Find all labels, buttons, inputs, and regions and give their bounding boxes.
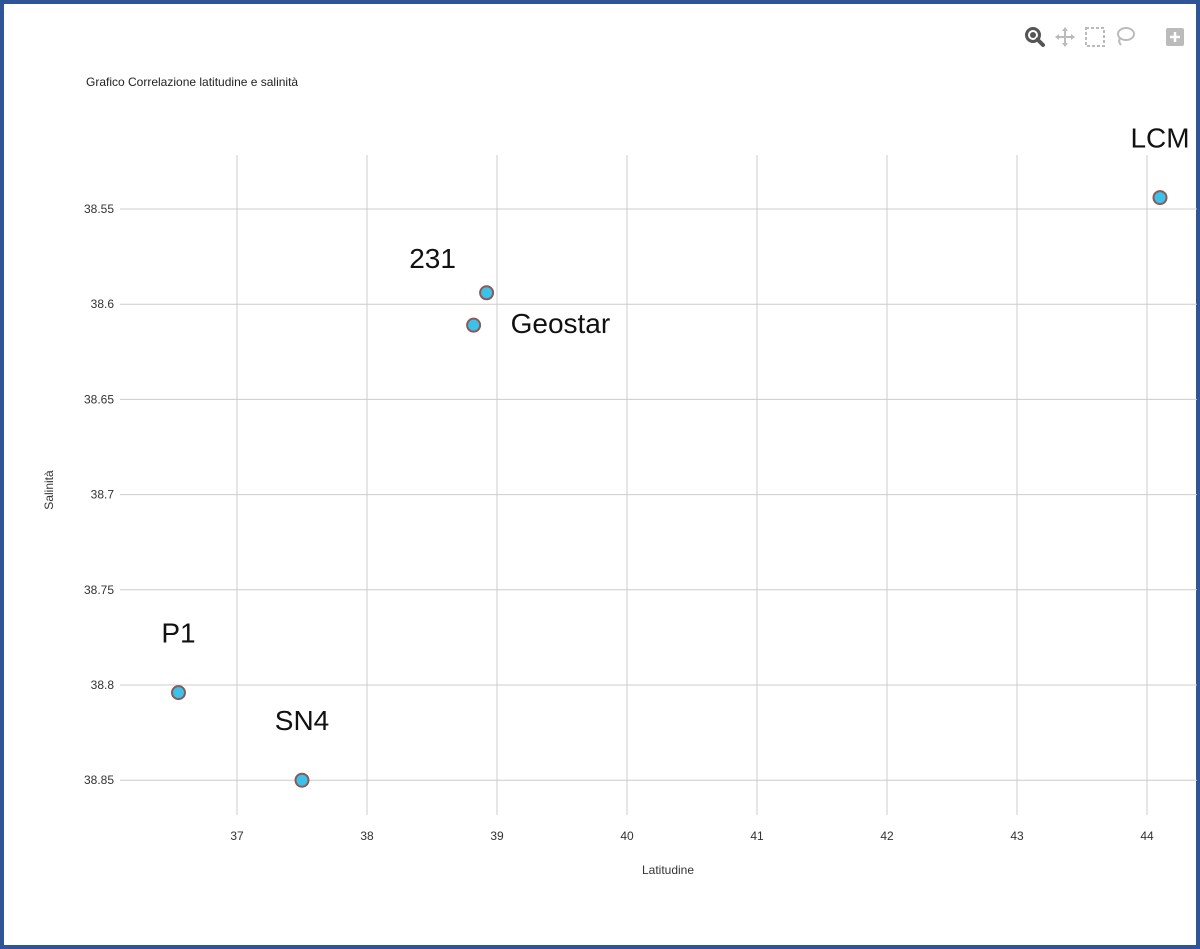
- x-tick-label: 41: [750, 829, 764, 843]
- box-select-icon: [1085, 27, 1105, 47]
- point-label-sn4: SN4: [275, 705, 329, 736]
- data-point-geostar[interactable]: [466, 317, 482, 333]
- y-tick-label: 38.7: [91, 488, 115, 502]
- x-tick-label: 42: [880, 829, 894, 843]
- pan-arrows-icon: [1055, 27, 1075, 47]
- data-point-p1[interactable]: [171, 685, 186, 701]
- y-tick-label: 38.85: [84, 773, 114, 787]
- y-tick-label: 38.55: [84, 202, 114, 216]
- magnifier-icon: [1025, 27, 1045, 47]
- x-tick-label: 40: [620, 829, 634, 843]
- x-tick-label: 37: [230, 829, 244, 843]
- point-label-231: 231: [409, 243, 456, 274]
- y-tick-label: 38.65: [84, 392, 114, 406]
- x-tick-label: 39: [490, 829, 504, 843]
- point-label-geostar: Geostar: [511, 308, 611, 339]
- tick-labels: 37 38 39 40 41 42 43 44 38.55 38.6 38.65 38.7 38.75 3…: [84, 202, 1154, 843]
- lasso-tool-button[interactable]: [1114, 24, 1136, 50]
- x-tick-label: 44: [1140, 829, 1154, 843]
- data-point-231[interactable]: [479, 285, 495, 301]
- box-select-tool-button[interactable]: [1084, 24, 1106, 50]
- plot-toolbar: [1024, 24, 1186, 50]
- plus-box-icon: [1166, 28, 1184, 46]
- y-axis-label: Salinità: [42, 470, 56, 510]
- zoom-tool-button[interactable]: [1024, 24, 1046, 50]
- x-axis-label: Latitudine: [642, 863, 694, 877]
- y-tick-label: 38.75: [84, 583, 114, 597]
- data-points: LCM 231 Geostar P1 SN4: [161, 123, 1190, 788]
- point-label-p1: P1: [161, 618, 195, 649]
- pan-tool-button[interactable]: [1054, 24, 1076, 50]
- chart-title: Grafico Correlazione latitudine e salini…: [86, 75, 298, 89]
- lasso-icon: [1117, 27, 1135, 46]
- more-tools-button[interactable]: [1164, 24, 1186, 50]
- point-label-lcm: LCM: [1130, 123, 1189, 154]
- data-point-sn4[interactable]: [294, 772, 310, 788]
- data-point-lcm[interactable]: [1152, 190, 1168, 206]
- y-tick-label: 38.8: [91, 678, 115, 692]
- y-tick-label: 38.6: [91, 297, 115, 311]
- x-tick-label: 38: [360, 829, 374, 843]
- x-tick-label: 43: [1010, 829, 1024, 843]
- grid-lines: [120, 155, 1197, 815]
